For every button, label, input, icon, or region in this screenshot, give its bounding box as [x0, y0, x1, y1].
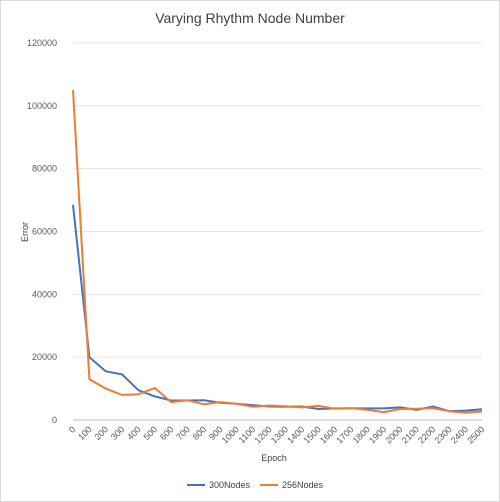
data-point-300nodes: [465, 410, 467, 412]
y-tick-label: 80000: [32, 164, 57, 174]
x-tick-label: 100: [76, 424, 94, 442]
x-tick-label: 2000: [383, 424, 404, 445]
x-tick-label: 0: [67, 424, 78, 435]
series-line-256nodes: [72, 90, 483, 414]
x-tick-label: 200: [92, 424, 110, 442]
x-tick-label: 600: [158, 424, 176, 442]
x-tick-label: 2100: [400, 424, 421, 445]
data-point-256nodes: [170, 401, 172, 403]
x-tick-label: 1400: [285, 424, 306, 445]
x-tick-label: 2400: [449, 424, 470, 445]
data-point-300nodes: [137, 389, 139, 391]
data-point-300nodes: [72, 204, 74, 206]
data-point-256nodes: [72, 89, 74, 91]
x-tick-label: 300: [109, 424, 127, 442]
chart-title: Varying Rhythm Node Number: [155, 10, 345, 26]
x-axis-ticks: 0100200300400500600700800900100011001200…: [67, 424, 487, 445]
x-tick-label: 1500: [302, 424, 323, 445]
x-axis-title: Epoch: [261, 453, 287, 463]
series-layer: [72, 89, 483, 414]
x-tick-label: 1700: [334, 424, 355, 445]
data-point-256nodes: [432, 407, 434, 409]
data-point-256nodes: [334, 408, 336, 410]
data-point-256nodes: [137, 393, 139, 395]
x-tick-label: 800: [191, 424, 209, 442]
legend: 300Nodes 256Nodes: [187, 480, 324, 490]
y-tick-label: 20000: [32, 352, 57, 362]
legend-label-256nodes: 256Nodes: [282, 480, 324, 490]
data-point-256nodes: [219, 401, 221, 403]
x-tick-label: 400: [125, 424, 143, 442]
x-tick-label: 2200: [416, 424, 437, 445]
data-point-300nodes: [317, 408, 319, 410]
x-tick-label: 1200: [252, 424, 273, 445]
x-tick-label: 1000: [220, 424, 241, 445]
data-point-300nodes: [121, 373, 123, 375]
x-tick-label: 500: [142, 424, 160, 442]
data-point-256nodes: [317, 405, 319, 407]
y-tick-label: 0: [52, 415, 57, 425]
data-point-300nodes: [203, 399, 205, 401]
data-point-256nodes: [121, 394, 123, 396]
data-point-256nodes: [285, 405, 287, 407]
data-point-256nodes: [187, 399, 189, 401]
y-tick-label: 120000: [27, 38, 57, 48]
y-tick-label: 100000: [27, 101, 57, 111]
x-tick-label: 1900: [367, 424, 388, 445]
y-axis-title: Error: [20, 222, 30, 242]
data-point-256nodes: [105, 388, 107, 390]
data-point-256nodes: [465, 412, 467, 414]
data-point-256nodes: [399, 408, 401, 410]
data-point-256nodes: [268, 405, 270, 407]
x-tick-label: 1100: [237, 424, 258, 445]
data-point-300nodes: [481, 408, 483, 410]
data-point-256nodes: [481, 411, 483, 413]
y-tick-label: 40000: [32, 289, 57, 299]
data-point-256nodes: [252, 406, 254, 408]
legend-label-300nodes: 300Nodes: [209, 480, 251, 490]
data-point-256nodes: [366, 409, 368, 411]
data-point-300nodes: [383, 407, 385, 409]
series-line-300nodes: [72, 204, 483, 413]
x-tick-label: 1300: [269, 424, 290, 445]
x-tick-label: 2500: [465, 424, 486, 445]
data-point-256nodes: [350, 407, 352, 409]
data-point-256nodes: [383, 411, 385, 413]
data-point-256nodes: [236, 403, 238, 405]
data-point-256nodes: [448, 410, 450, 412]
y-tick-label: 60000: [32, 227, 57, 237]
x-tick-label: 1800: [351, 424, 372, 445]
data-point-300nodes: [105, 370, 107, 372]
y-axis-ticks: 0 20000 40000 60000 80000 100000 120000: [27, 38, 57, 425]
data-point-300nodes: [154, 395, 156, 397]
gridlines: [73, 42, 482, 421]
data-point-256nodes: [416, 408, 418, 410]
data-point-256nodes: [88, 378, 90, 380]
data-point-256nodes: [154, 387, 156, 389]
data-point-256nodes: [203, 403, 205, 405]
x-tick-label: 2300: [432, 424, 453, 445]
x-tick-label: 1600: [318, 424, 339, 445]
data-point-256nodes: [301, 406, 303, 408]
x-tick-label: 700: [174, 424, 192, 442]
